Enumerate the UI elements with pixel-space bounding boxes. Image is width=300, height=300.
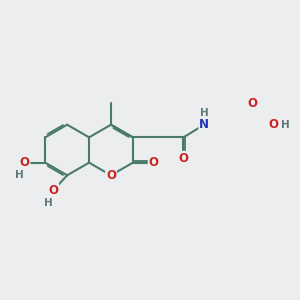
Text: H: H — [44, 198, 52, 208]
Text: H: H — [200, 108, 208, 118]
Text: H: H — [281, 120, 290, 130]
Text: O: O — [148, 156, 159, 169]
Text: O: O — [48, 184, 58, 197]
Text: O: O — [20, 156, 29, 169]
Text: O: O — [268, 118, 278, 131]
Text: O: O — [178, 152, 188, 165]
Text: N: N — [199, 118, 209, 131]
Text: H: H — [15, 170, 24, 181]
Text: O: O — [106, 169, 116, 182]
Text: O: O — [247, 98, 257, 110]
